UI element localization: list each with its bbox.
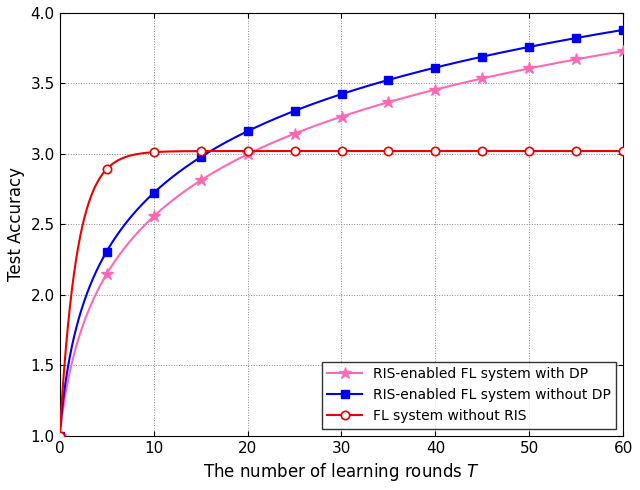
RIS-enabled FL system without DP xyxy=(296,106,304,112)
X-axis label: The number of learning rounds $T$: The number of learning rounds $T$ xyxy=(203,461,480,483)
RIS-enabled FL system with DP xyxy=(548,61,556,67)
RIS-enabled FL system with DP xyxy=(620,48,627,54)
Line: RIS-enabled FL system with DP: RIS-enabled FL system with DP xyxy=(53,45,630,442)
RIS-enabled FL system without DP xyxy=(548,40,556,46)
Line: FL system without RIS: FL system without RIS xyxy=(56,147,628,440)
RIS-enabled FL system with DP xyxy=(154,210,161,216)
FL system without RIS xyxy=(548,148,556,154)
FL system without RIS xyxy=(620,148,627,154)
RIS-enabled FL system without DP xyxy=(120,222,128,228)
RIS-enabled FL system with DP xyxy=(56,433,63,439)
Y-axis label: Test Accuracy: Test Accuracy xyxy=(7,167,25,281)
FL system without RIS xyxy=(272,148,280,154)
RIS-enabled FL system without DP xyxy=(272,116,280,122)
RIS-enabled FL system with DP xyxy=(272,138,280,144)
Line: RIS-enabled FL system without DP: RIS-enabled FL system without DP xyxy=(56,25,628,440)
RIS-enabled FL system without DP xyxy=(620,27,627,33)
FL system without RIS xyxy=(609,148,616,154)
FL system without RIS xyxy=(154,149,161,155)
RIS-enabled FL system without DP xyxy=(609,29,616,35)
Legend: RIS-enabled FL system with DP, RIS-enabled FL system without DP, FL system witho: RIS-enabled FL system with DP, RIS-enabl… xyxy=(322,362,616,429)
FL system without RIS xyxy=(296,148,304,154)
RIS-enabled FL system without DP xyxy=(154,187,161,193)
RIS-enabled FL system with DP xyxy=(296,128,304,134)
FL system without RIS xyxy=(120,155,128,161)
RIS-enabled FL system with DP xyxy=(120,246,128,252)
FL system without RIS xyxy=(620,148,627,154)
RIS-enabled FL system with DP xyxy=(609,50,616,56)
FL system without RIS xyxy=(56,433,63,439)
RIS-enabled FL system without DP xyxy=(56,433,63,439)
